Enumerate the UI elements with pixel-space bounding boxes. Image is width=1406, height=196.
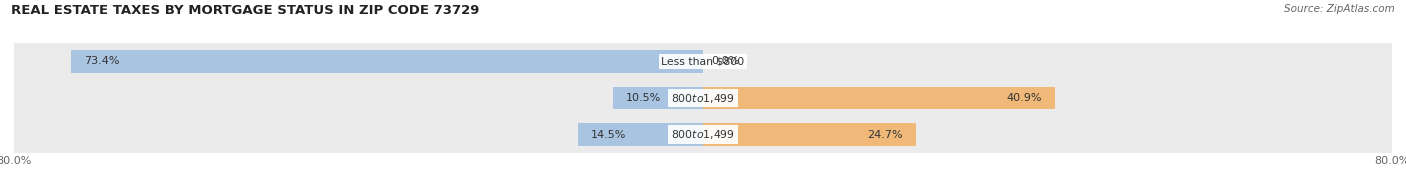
Text: REAL ESTATE TAXES BY MORTGAGE STATUS IN ZIP CODE 73729: REAL ESTATE TAXES BY MORTGAGE STATUS IN … bbox=[11, 4, 479, 17]
Text: Source: ZipAtlas.com: Source: ZipAtlas.com bbox=[1284, 4, 1395, 14]
Text: $800 to $1,499: $800 to $1,499 bbox=[671, 92, 735, 104]
Bar bbox=[14, 116, 1392, 153]
Bar bbox=[703, 123, 915, 146]
Text: Less than $800: Less than $800 bbox=[661, 56, 745, 66]
Text: 24.7%: 24.7% bbox=[868, 130, 903, 140]
Bar bbox=[70, 50, 703, 73]
Text: 14.5%: 14.5% bbox=[591, 130, 627, 140]
Text: 0.0%: 0.0% bbox=[711, 56, 740, 66]
Text: $800 to $1,499: $800 to $1,499 bbox=[671, 128, 735, 141]
Bar bbox=[14, 43, 1392, 80]
Bar bbox=[578, 123, 703, 146]
Bar bbox=[703, 87, 1056, 109]
Bar bbox=[613, 87, 703, 109]
Bar bbox=[14, 80, 1392, 116]
Text: 73.4%: 73.4% bbox=[84, 56, 120, 66]
Text: 40.9%: 40.9% bbox=[1007, 93, 1042, 103]
Text: 10.5%: 10.5% bbox=[626, 93, 661, 103]
